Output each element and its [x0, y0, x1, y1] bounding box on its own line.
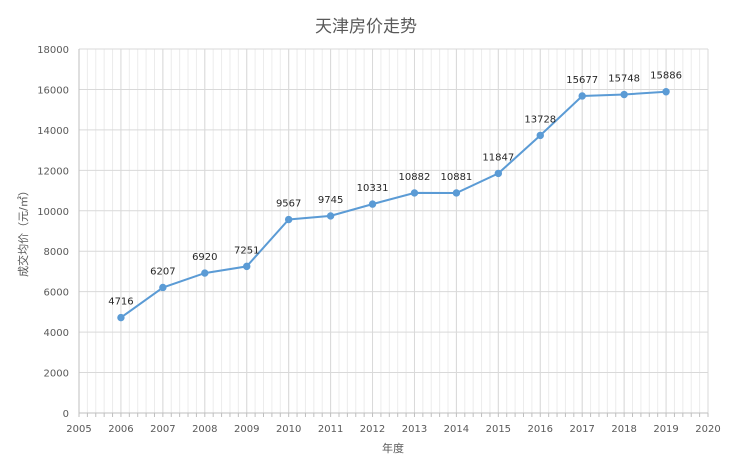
data-label: 11847 [482, 152, 514, 163]
data-label: 7251 [234, 245, 259, 256]
data-point [201, 269, 209, 277]
y-tick-label: 6000 [44, 288, 69, 299]
series: 4716 6207 6920 7251 9567 9745 10331 10882 10881 1… [108, 71, 682, 322]
data-label: 9745 [318, 195, 343, 206]
data-label: 9567 [276, 199, 301, 210]
x-tick-label: 2016 [528, 424, 553, 435]
x-tick-label: 2018 [611, 424, 636, 435]
x-tick-label: 2007 [150, 424, 175, 435]
x-axis-title: 年度 [382, 441, 404, 455]
x-tick-label: 2011 [318, 424, 343, 435]
axes: 2005 2006 2007 2008 2009 2010 2011 2012 2013 2014… [37, 45, 721, 435]
data-point [284, 215, 293, 224]
x-tick-label: 2019 [653, 424, 678, 435]
x-tick-label: 2014 [444, 424, 469, 435]
data-label: 10331 [357, 183, 389, 194]
x-tick-label: 2013 [402, 424, 427, 435]
y-tick-label: 2000 [44, 369, 69, 380]
x-tick-label: 2008 [192, 424, 217, 435]
data-point [620, 90, 628, 99]
y-tick-label: 14000 [37, 126, 69, 137]
data-label: 15748 [608, 74, 640, 85]
data-label: 13728 [524, 114, 556, 125]
x-tick-label: 2015 [486, 424, 511, 435]
data-point [662, 88, 670, 96]
data-label: 15886 [650, 71, 682, 82]
data-point [494, 169, 503, 178]
data-point [368, 200, 377, 208]
data-label: 10881 [440, 172, 472, 183]
x-tick-label: 2006 [108, 424, 133, 435]
x-tick-label: 2005 [66, 424, 91, 435]
y-axis-title: 成交均价（元/㎡） [16, 185, 30, 277]
x-tick-label: 2012 [360, 424, 385, 435]
y-tick-label: 16000 [37, 85, 69, 96]
chart-title: 天津房价走势 [315, 17, 417, 37]
data-label: 6920 [192, 252, 217, 263]
data-label: 4716 [108, 297, 133, 308]
x-tick-label: 2017 [569, 424, 594, 435]
data-label: 15677 [566, 75, 598, 86]
grid [78, 48, 709, 414]
data-point [536, 131, 544, 140]
data-point [326, 212, 335, 220]
y-tick-label: 10000 [37, 207, 69, 218]
data-point [578, 92, 586, 100]
y-tick-label: 18000 [37, 45, 69, 56]
data-label: 6207 [150, 266, 175, 277]
data-point [410, 189, 419, 197]
x-tick-label: 2020 [695, 424, 720, 435]
y-tick-label: 4000 [44, 328, 69, 339]
data-label: 10882 [399, 172, 431, 183]
data-point [159, 283, 167, 292]
y-tick-label: 0 [63, 409, 69, 420]
y-tick-label: 12000 [37, 166, 69, 177]
data-point [243, 262, 251, 271]
x-tick-label: 2010 [276, 424, 301, 435]
x-tick-label: 2009 [234, 424, 259, 435]
series-line [120, 90, 667, 319]
y-tick-label: 8000 [44, 247, 69, 258]
data-point [117, 313, 125, 322]
data-point [452, 189, 461, 197]
